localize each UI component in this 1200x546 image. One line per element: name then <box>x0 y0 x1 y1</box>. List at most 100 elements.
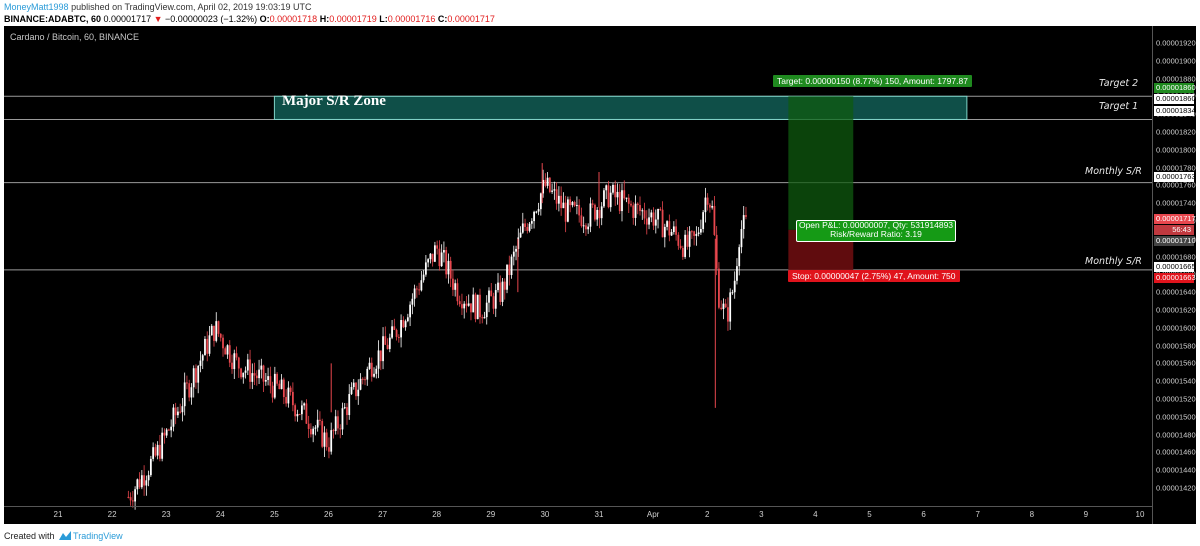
candle-body <box>409 304 412 318</box>
time-axis[interactable] <box>4 506 1152 525</box>
candle-body <box>325 432 328 448</box>
tradingview-link[interactable]: TradingView <box>73 531 123 541</box>
risk-reward-text: Risk/Reward Ratio: 3.19 <box>830 229 922 239</box>
price-tick-label: 0.00001440 <box>1156 465 1196 475</box>
price-tick-label: 0.00001740 <box>1156 198 1196 208</box>
candle-body <box>722 303 725 309</box>
candle-body <box>483 317 486 319</box>
candle-body <box>679 245 682 249</box>
price-tick-label: 0.00001880 <box>1156 74 1196 83</box>
profit-zone <box>788 96 854 230</box>
candle-body <box>310 428 312 435</box>
candle-body <box>711 206 714 208</box>
candle-body <box>636 203 639 206</box>
candle-body <box>643 210 646 219</box>
candle-body <box>188 383 191 398</box>
candle-body <box>183 382 186 407</box>
candle-body <box>316 419 319 428</box>
candle-body <box>467 303 470 306</box>
candle-body <box>654 219 657 226</box>
candle-body <box>474 294 477 320</box>
candle-body <box>179 411 182 413</box>
change-value: −0.00000023 (−1.32%) <box>165 14 258 24</box>
candle-body <box>190 387 193 398</box>
candle-body <box>334 416 337 431</box>
price-tick-label: 0.00001500 <box>1156 412 1196 422</box>
time-tick-label: 3 <box>759 510 764 519</box>
candle-body <box>681 248 684 257</box>
candle-body <box>539 193 542 210</box>
candle-body <box>657 209 659 220</box>
candle-body <box>201 355 204 361</box>
candle-body <box>684 234 687 257</box>
price-tick-label: 0.00001580 <box>1156 341 1196 351</box>
candle-body <box>670 232 673 236</box>
chart-canvas[interactable] <box>4 26 1196 524</box>
candle-body <box>440 252 443 267</box>
candle-body <box>553 189 556 191</box>
candle-body <box>267 376 269 380</box>
candle-body <box>131 500 134 502</box>
candle-body <box>312 428 315 435</box>
candle-body <box>346 407 348 416</box>
time-tick-label: 26 <box>324 510 333 519</box>
candle-body <box>672 226 675 233</box>
price-tick-label: 0.00001560 <box>1156 358 1196 368</box>
candle-body <box>199 360 202 366</box>
candle-body <box>607 185 610 208</box>
price-chart[interactable]: Cardano / Bitcoin, 60, BINANCE Major S/R… <box>4 26 1196 524</box>
candle-body <box>443 250 445 253</box>
candle-body <box>578 204 581 216</box>
candle-body <box>264 379 267 382</box>
candle-body <box>623 190 626 199</box>
candle-body <box>688 231 691 247</box>
candle-body <box>260 365 263 370</box>
zone-label: Major S/R Zone <box>282 93 386 109</box>
footer-attribution: Created with TradingView <box>4 531 123 542</box>
candle-body <box>231 362 233 370</box>
candle-body <box>422 274 425 281</box>
candle-body <box>296 414 299 417</box>
price-axis[interactable] <box>1152 26 1197 524</box>
publish-info: MoneyMatt1998 published on TradingView.c… <box>4 2 312 12</box>
entry-price-tag: 0.00001710 <box>1154 236 1196 246</box>
time-tick-label: Apr <box>646 510 660 519</box>
candle-body <box>733 280 736 293</box>
candle-body <box>210 325 213 336</box>
candle-body <box>580 215 583 226</box>
candle-body <box>393 326 396 330</box>
author-link[interactable]: MoneyMatt1998 <box>4 2 69 12</box>
candle-body <box>447 260 450 275</box>
candle-body <box>343 407 346 409</box>
candle-body <box>535 211 538 213</box>
candle-body <box>594 204 596 220</box>
candle-body <box>411 298 414 305</box>
candle-body <box>697 232 700 234</box>
candle-body <box>713 206 716 235</box>
candle-body <box>598 209 601 219</box>
candle-body <box>589 203 592 227</box>
candle-body <box>138 479 141 488</box>
candle-body <box>436 245 439 249</box>
candle-body <box>136 479 139 490</box>
candle-body <box>463 303 466 309</box>
candle-body <box>418 289 421 291</box>
candle-body <box>576 204 578 206</box>
candle-body <box>330 430 333 452</box>
time-tick-label: 8 <box>1029 510 1035 519</box>
candle-body <box>591 203 594 205</box>
candle-body <box>319 419 321 421</box>
candle-body <box>163 432 166 436</box>
candle-body <box>693 231 696 236</box>
candle-body <box>452 278 454 290</box>
candle-body <box>303 403 306 406</box>
price-tick-label: 0.00001920 <box>1156 38 1196 48</box>
candle-body <box>368 362 371 369</box>
candle-body <box>258 369 260 379</box>
candle-body <box>494 290 497 309</box>
candle-body <box>603 190 605 207</box>
candle-body <box>161 432 164 459</box>
candle-body <box>427 259 430 263</box>
candle-body <box>605 185 608 191</box>
candle-body <box>528 223 531 231</box>
